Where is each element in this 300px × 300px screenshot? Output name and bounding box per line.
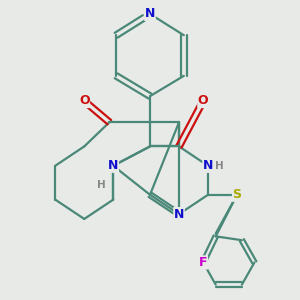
Text: N: N	[203, 159, 213, 172]
Text: O: O	[79, 94, 90, 107]
Text: H: H	[97, 180, 106, 190]
Text: S: S	[232, 188, 242, 201]
Text: N: N	[145, 8, 155, 20]
Text: N: N	[174, 208, 184, 220]
Text: O: O	[198, 94, 208, 107]
Text: N: N	[108, 159, 119, 172]
Text: F: F	[199, 256, 207, 269]
Text: H: H	[215, 161, 224, 171]
